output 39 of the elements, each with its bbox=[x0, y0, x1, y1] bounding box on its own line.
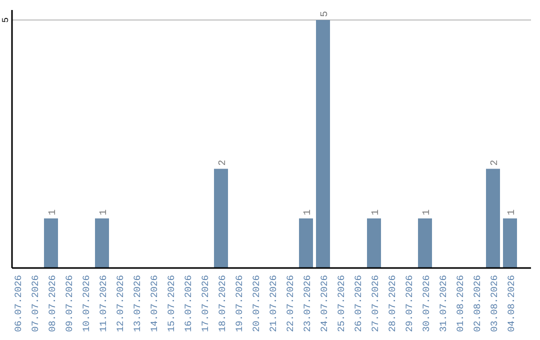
x-tick-label: 10.07.2026 bbox=[81, 274, 92, 332]
x-tick-label: 04.08.2026 bbox=[506, 274, 517, 332]
x-tick-label: 15.07.2026 bbox=[166, 274, 177, 332]
x-tick-label: 09.07.2026 bbox=[64, 274, 75, 332]
data-label: 1 bbox=[507, 209, 518, 216]
x-tick-label: 27.07.2026 bbox=[370, 274, 381, 332]
x-tick-label: 18.07.2026 bbox=[217, 274, 228, 332]
data-label: 1 bbox=[422, 209, 433, 216]
data-label: 2 bbox=[218, 160, 229, 166]
x-tick-label: 21.07.2026 bbox=[268, 274, 279, 332]
x-tick-label: 02.08.2026 bbox=[472, 274, 483, 332]
x-tick-label: 17.07.2026 bbox=[200, 274, 211, 332]
data-label: 2 bbox=[490, 160, 501, 166]
x-tick-label: 30.07.2026 bbox=[421, 274, 432, 332]
x-tick-label: 28.07.2026 bbox=[387, 274, 398, 332]
x-tick-label: 06.07.2026 bbox=[13, 274, 24, 332]
x-tick-label: 11.07.2026 bbox=[98, 274, 109, 332]
x-tick-label: 22.07.2026 bbox=[285, 274, 296, 332]
x-tick-label: 24.07.2026 bbox=[319, 274, 330, 332]
data-label: 1 bbox=[303, 209, 314, 216]
x-tick-label: 01.08.2026 bbox=[455, 274, 466, 332]
x-tick-label: 20.07.2026 bbox=[251, 274, 262, 332]
data-label: 1 bbox=[99, 209, 110, 216]
x-tick-label: 31.07.2026 bbox=[438, 274, 449, 332]
data-label: 1 bbox=[48, 209, 59, 216]
x-tick-label: 16.07.2026 bbox=[183, 274, 194, 332]
x-tick-label: 13.07.2026 bbox=[132, 274, 143, 332]
x-tick-label: 07.07.2026 bbox=[30, 274, 41, 332]
x-tick-label: 12.07.2026 bbox=[115, 274, 126, 332]
x-tick-label: 25.07.2026 bbox=[336, 274, 347, 332]
x-tick-label: 08.07.2026 bbox=[47, 274, 58, 332]
x-tick-label: 19.07.2026 bbox=[234, 274, 245, 332]
x-tick-label: 14.07.2026 bbox=[149, 274, 160, 332]
data-label: 5 bbox=[320, 10, 331, 17]
x-tick-label: 03.08.2026 bbox=[489, 274, 500, 332]
x-tick-label: 26.07.2026 bbox=[353, 274, 364, 332]
data-label: 1 bbox=[371, 209, 382, 216]
x-tick-label: 23.07.2026 bbox=[302, 274, 313, 332]
x-tick-label: 29.07.2026 bbox=[404, 274, 415, 332]
